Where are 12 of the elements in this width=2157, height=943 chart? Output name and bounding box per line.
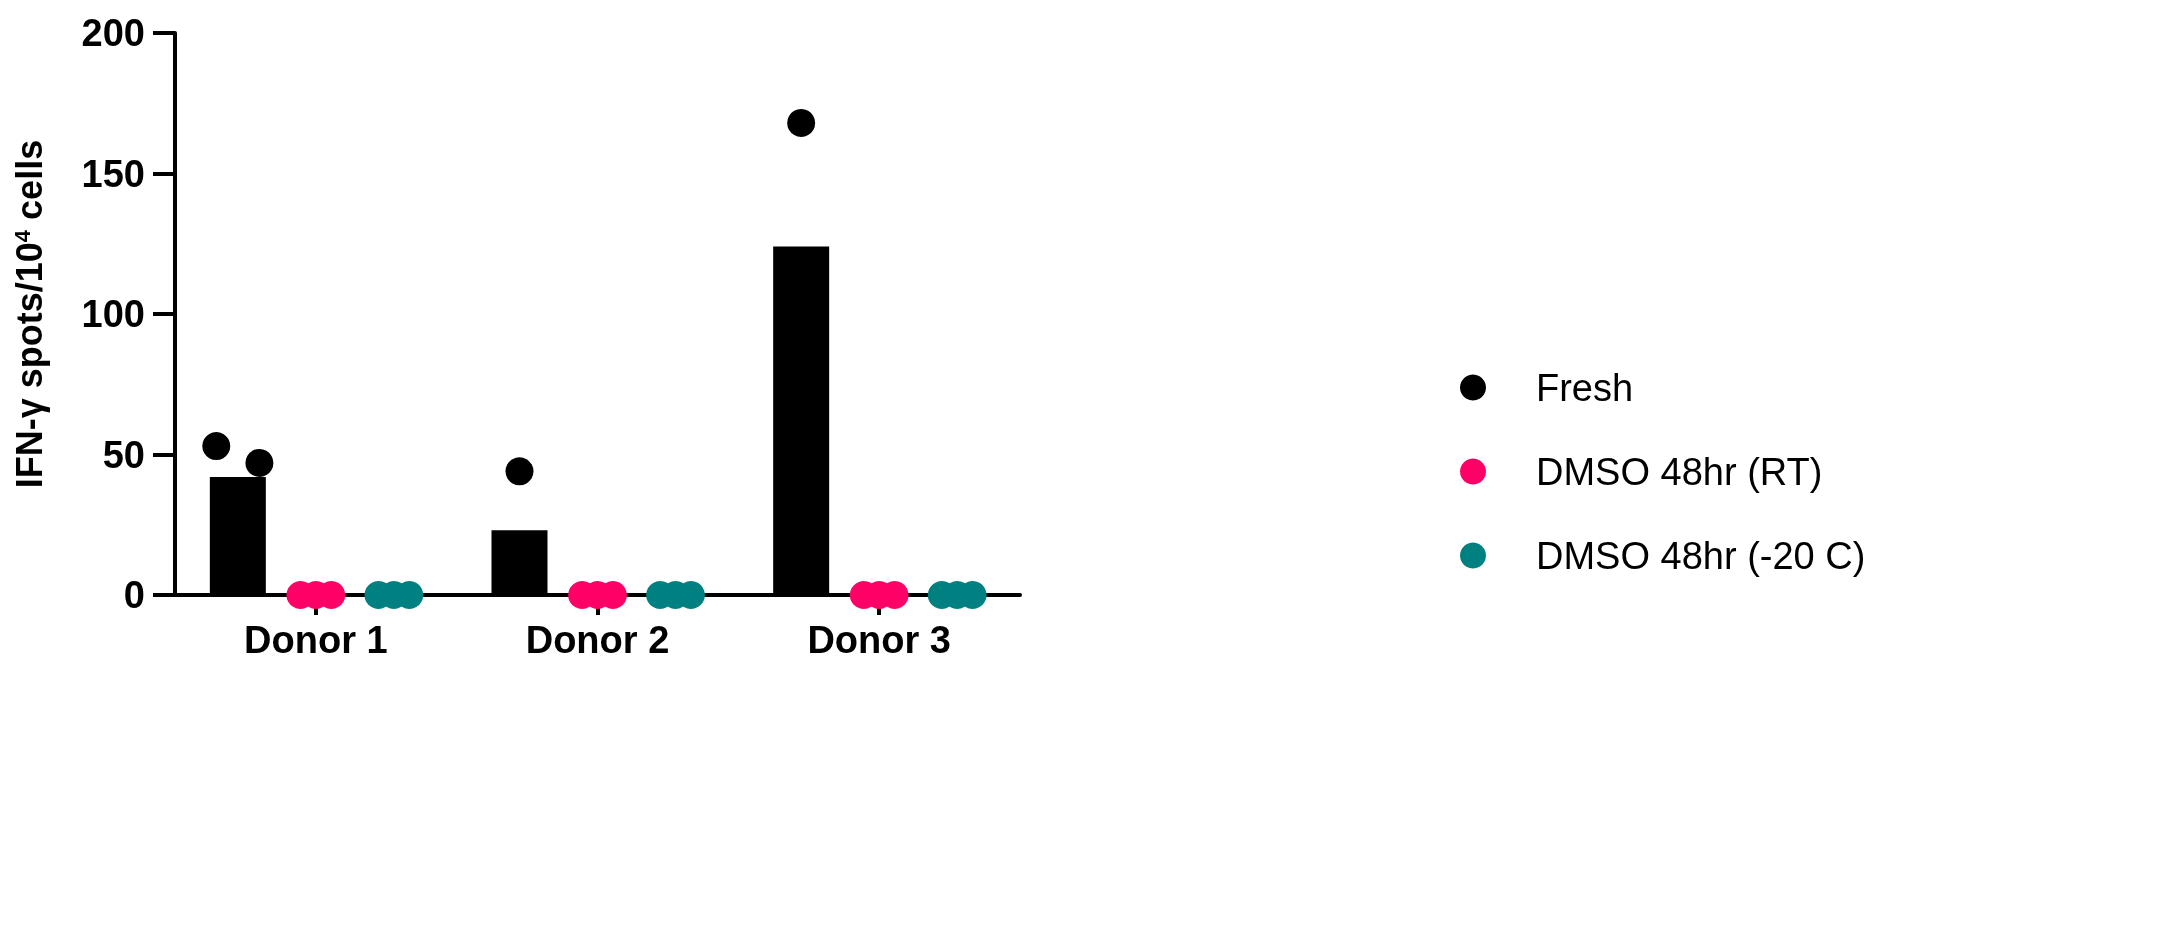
y-tick-label: 50: [102, 433, 145, 476]
y-tick-label: 150: [81, 152, 145, 195]
y-axis-title: IFN-γ spots/104 cells: [8, 139, 50, 489]
x-tick-label: Donor 3: [807, 619, 951, 661]
legend-label: Fresh: [1536, 366, 1634, 409]
y-tick-label: 0: [123, 574, 145, 616]
legend-label: DMSO 48hr (-20 C): [1536, 534, 1866, 577]
y-tick-label: 200: [81, 12, 145, 54]
x-tick-label: Donor 2: [525, 619, 670, 661]
y-tick-label: 100: [81, 293, 145, 335]
x-tick-label: Donor 1: [244, 619, 388, 661]
legend-label: DMSO 48hr (RT): [1536, 450, 1823, 493]
